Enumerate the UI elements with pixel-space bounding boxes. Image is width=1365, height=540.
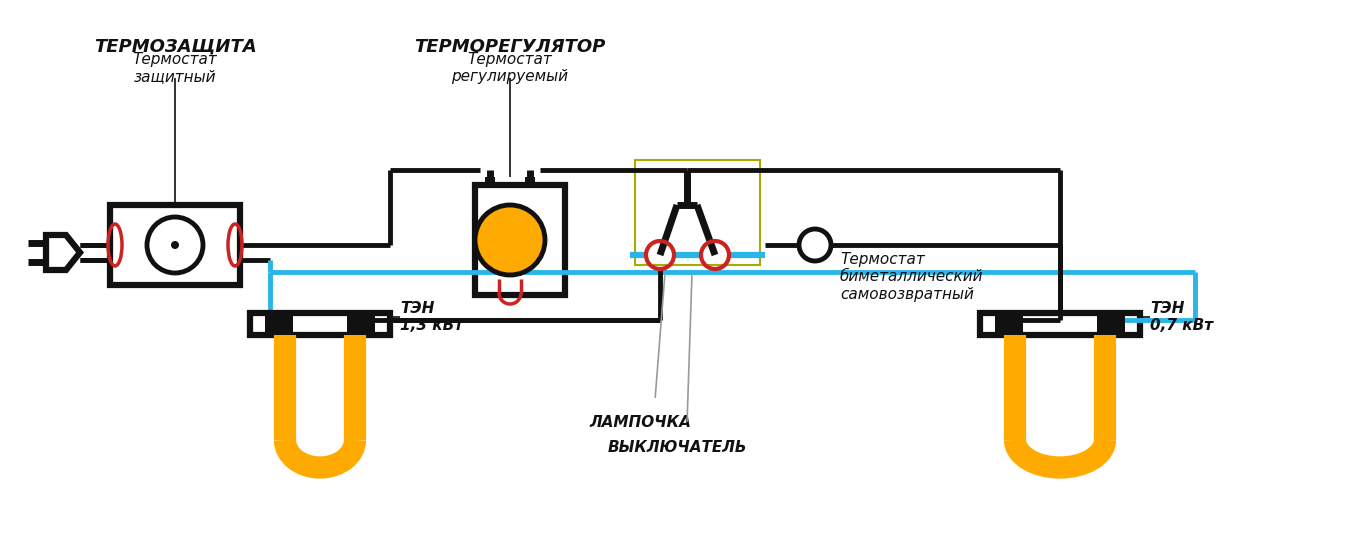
Bar	[980, 313, 1140, 335]
Text: Термостат
защитный: Термостат защитный	[132, 52, 217, 84]
Bar	[1097, 313, 1125, 335]
Bar	[475, 185, 565, 295]
Circle shape	[799, 229, 831, 261]
Text: Термостат
регулируемый: Термостат регулируемый	[452, 52, 568, 84]
Text: ВЫКЛЮЧАТЕЛЬ: ВЫКЛЮЧАТЕЛЬ	[607, 440, 747, 455]
Circle shape	[171, 241, 179, 249]
Bar	[635, 160, 760, 265]
Bar	[250, 313, 390, 335]
Circle shape	[147, 217, 203, 273]
Circle shape	[475, 205, 545, 275]
Bar	[347, 313, 375, 335]
Bar	[265, 313, 293, 335]
Text: Термостат
биметаллический
самовозвратный: Термостат биметаллический самовозвратный	[839, 252, 984, 302]
Text: ТЭН
1,3 кВт: ТЭН 1,3 кВт	[400, 301, 463, 333]
Text: ТЭН
0,7 кВт: ТЭН 0,7 кВт	[1149, 301, 1213, 333]
Bar	[995, 313, 1022, 335]
Text: ТЕРМОЗАЩИТА: ТЕРМОЗАЩИТА	[94, 38, 257, 56]
Bar	[485, 177, 495, 185]
Text: ЛАМПОЧКА: ЛАМПОЧКА	[590, 415, 691, 430]
Bar	[526, 177, 535, 185]
Text: ТЕРМОРЕГУЛЯТОР: ТЕРМОРЕГУЛЯТОР	[415, 38, 606, 56]
Bar	[111, 205, 240, 285]
